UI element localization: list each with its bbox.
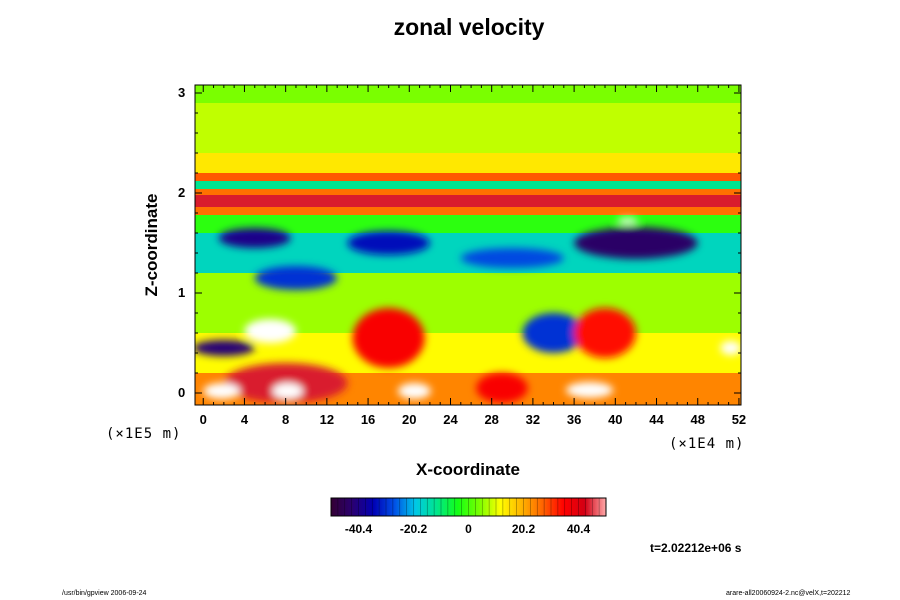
x-tick-label: 24 [443, 412, 458, 427]
x-tick-label: 36 [566, 412, 582, 427]
y-tick-label: 2 [178, 185, 186, 200]
x-tick-label: 16 [360, 412, 376, 427]
velocity-feature [195, 340, 255, 356]
x-tick-label: 8 [282, 412, 290, 427]
velocity-band [195, 189, 741, 195]
velocity-feature [244, 319, 296, 343]
x-axis-label: X-coordinate [416, 460, 520, 479]
velocity-features [195, 218, 741, 403]
x-axis-unit: (×1E4 m) [669, 436, 745, 452]
velocity-feature [254, 266, 338, 290]
velocity-feature [565, 382, 614, 398]
heatmap-field [195, 85, 741, 405]
velocity-feature [223, 363, 348, 403]
velocity-feature [203, 383, 241, 399]
velocity-feature [347, 231, 430, 255]
velocity-band [195, 173, 741, 181]
colorbar-tick-label: 40.4 [566, 522, 591, 536]
colorbar-tick-label: 20.2 [511, 522, 536, 536]
velocity-feature [720, 341, 741, 355]
chart-title: zonal velocity [393, 14, 545, 40]
velocity-band [195, 207, 741, 215]
velocity-feature [574, 227, 698, 259]
velocity-feature [617, 218, 638, 224]
axis-ticks [195, 85, 741, 405]
x-tick-label: 44 [649, 412, 664, 427]
velocity-band [195, 103, 741, 153]
x-tick-label: 52 [731, 412, 747, 427]
velocity-feature [476, 373, 528, 403]
y-axis-unit: (×1E5 m) [106, 426, 182, 442]
colorbar [330, 497, 607, 517]
velocity-feature [218, 228, 291, 248]
x-tick-label: 48 [690, 412, 705, 427]
velocity-feature [522, 313, 585, 353]
velocity-band [195, 195, 741, 207]
x-tick-label: 32 [525, 412, 541, 427]
x-tick-label: 40 [608, 412, 623, 427]
footer-left: /usr/bin/gpview 2006-09-24 [62, 590, 147, 597]
y-tick-label: 1 [178, 285, 186, 300]
x-tick-label: 12 [319, 412, 335, 427]
colorbar-tick-label: -20.2 [399, 522, 428, 536]
colorbar-gradient [330, 497, 607, 517]
y-tick-label: 3 [178, 85, 186, 100]
velocity-feature [460, 248, 564, 268]
colorbar-tick-marks [337, 498, 600, 516]
velocity-feature [397, 383, 431, 399]
velocity-feature [352, 308, 425, 368]
velocity-feature [272, 383, 304, 399]
time-annotation: t=2.02212e+06 s [650, 541, 742, 555]
plot-frame [194, 84, 742, 406]
y-axis-label: Z-coordinate [142, 193, 161, 297]
velocity-band [195, 85, 741, 103]
x-tick-label: 20 [402, 412, 417, 427]
colorbar-tick-label: 0 [465, 522, 472, 536]
velocity-band [195, 153, 741, 173]
footer-right: arare-all20060924-2.nc@velX,t=202212 [726, 590, 851, 597]
velocity-bands [195, 85, 741, 405]
x-tick-label: 28 [484, 412, 499, 427]
velocity-band [195, 181, 741, 189]
y-tick-label: 0 [178, 385, 186, 400]
velocity-feature [574, 308, 636, 358]
velocity-band [195, 215, 741, 233]
x-tick-label: 0 [199, 412, 207, 427]
x-tick-label: 4 [240, 412, 249, 427]
colorbar-tick-label: -40.4 [344, 522, 373, 536]
